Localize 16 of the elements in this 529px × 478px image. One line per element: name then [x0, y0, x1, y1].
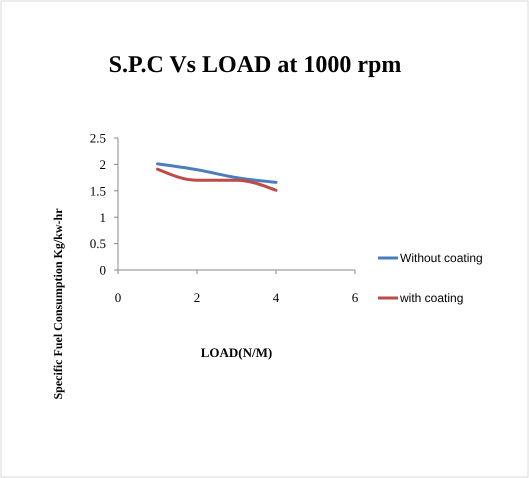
- x-tick-label: 4: [272, 290, 280, 305]
- x-axis-title: LOAD(N/M): [200, 345, 272, 360]
- chart-title: S.P.C Vs LOAD at 1000 rpm: [108, 52, 402, 78]
- y-tick-label: 1.5: [90, 183, 106, 198]
- y-tick-label: 2.5: [90, 130, 106, 146]
- y-tick-label: 0.5: [90, 236, 106, 252]
- x-tick-label: 2: [194, 290, 200, 305]
- y-tick-label: 2: [100, 156, 106, 172]
- x-tick-label: 6: [352, 290, 359, 305]
- line-series: [156, 162, 278, 184]
- y-axis-title: Specific Fuel Consumption Kg/kw-hr: [51, 208, 65, 400]
- x-tick-label: 0: [114, 290, 122, 305]
- legend-label: Without coating: [400, 251, 483, 266]
- y-tick-label: 1: [100, 210, 106, 225]
- y-tick-label: 0: [100, 262, 106, 278]
- legend-label: with coating: [399, 291, 464, 306]
